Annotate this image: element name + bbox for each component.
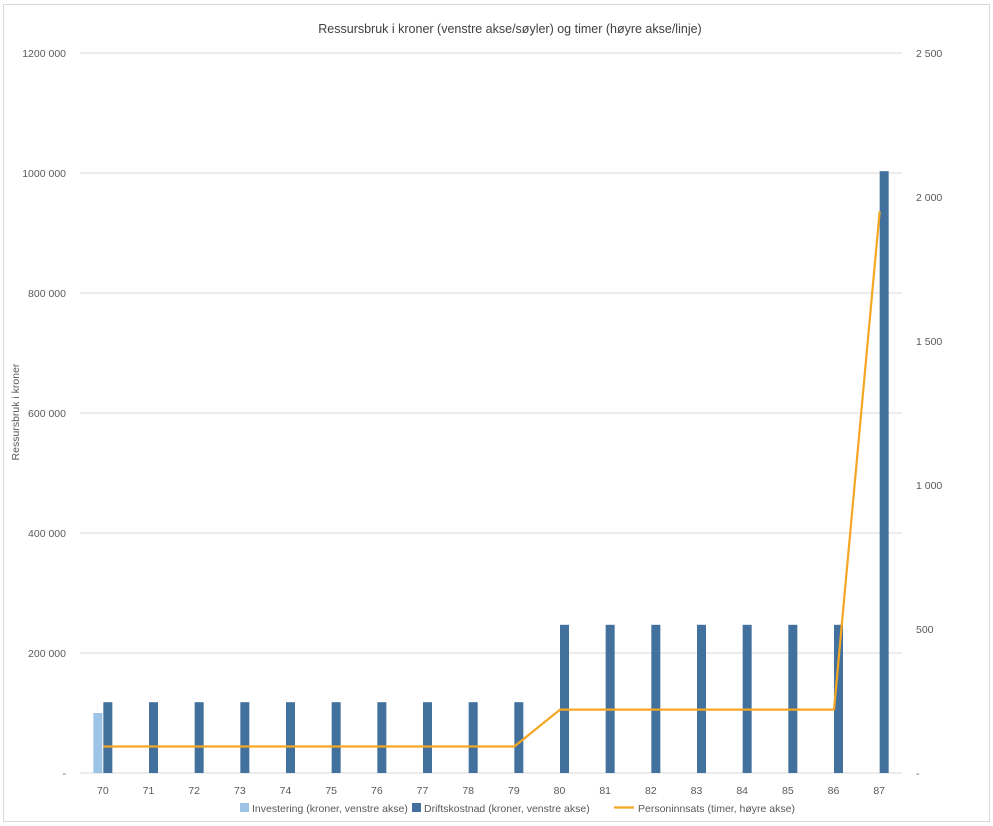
bar [651,624,661,773]
x-tick-label: 71 [143,785,155,797]
x-tick-label: 70 [97,785,109,797]
legend-label: Investering (kroner, venstre akse) [252,803,408,815]
x-tick-label: 72 [188,785,200,797]
legend-label: Driftskostnad (kroner, venstre akse) [424,803,590,815]
bar [879,171,889,773]
y-tick-label: 600 000 [28,408,66,420]
y-tick-label: 400 000 [28,528,66,540]
x-tick-label: 82 [645,785,657,797]
bar [605,624,615,773]
bar [331,702,341,773]
bar [194,702,204,773]
bar [103,702,113,773]
line-personinnsats [103,211,881,748]
bar [240,702,250,773]
tick-labels: - 200 000 400 000 600 000 800 000 1000 000 120… [22,48,942,797]
legend-swatch [412,803,421,812]
y2-tick-label: 1 500 [916,336,942,348]
line-series [103,211,881,748]
y-axis-label: Ressursbruk i kroner [10,363,22,460]
x-tick-label: 84 [736,785,748,797]
x-tick-label: 86 [828,785,840,797]
bar [834,624,843,773]
x-tick-label: 79 [508,785,520,797]
x-tick-label: 77 [417,785,429,797]
x-tick-label: 78 [462,785,474,797]
x-tick-label: 85 [782,785,794,797]
y2-tick-label: 500 [916,624,934,636]
gridlines [80,52,902,774]
legend: Investering (kroner, venstre akse) Drifts… [240,803,795,815]
y-tick-label: 800 000 [28,288,66,300]
x-tick-label: 73 [234,785,246,797]
bar [149,702,158,773]
y-tick-label: - [63,768,67,780]
bar [742,624,752,773]
y-tick-label: 1200 000 [22,48,66,60]
x-tick-label: 83 [691,785,703,797]
y2-tick-label: 1 000 [916,480,942,492]
x-tick-label: 75 [325,785,337,797]
y2-tick-label: 2 000 [916,192,942,204]
x-tick-label: 87 [873,785,885,797]
bar [468,702,478,773]
legend-label: Personinnsats (timer, høyre akse) [638,803,795,815]
bar [93,713,103,773]
y2-tick-label: 2 500 [916,48,942,60]
chart-title: Ressursbruk i kroner (venstre akse/søyle… [318,22,701,36]
y-tick-label: 200 000 [28,648,66,660]
bar [286,702,295,773]
x-tick-label: 80 [554,785,566,797]
bar [377,702,387,773]
bar [423,702,432,773]
x-tick-label: 76 [371,785,383,797]
bars [93,171,889,773]
bar [560,624,569,773]
bar [697,624,706,773]
y-tick-label: 1000 000 [22,168,66,180]
legend-swatch [240,803,249,812]
bar [788,624,798,773]
bar [514,702,524,773]
x-tick-label: 81 [599,785,611,797]
x-tick-label: 74 [280,785,292,797]
y2-tick-label: - [916,768,920,780]
